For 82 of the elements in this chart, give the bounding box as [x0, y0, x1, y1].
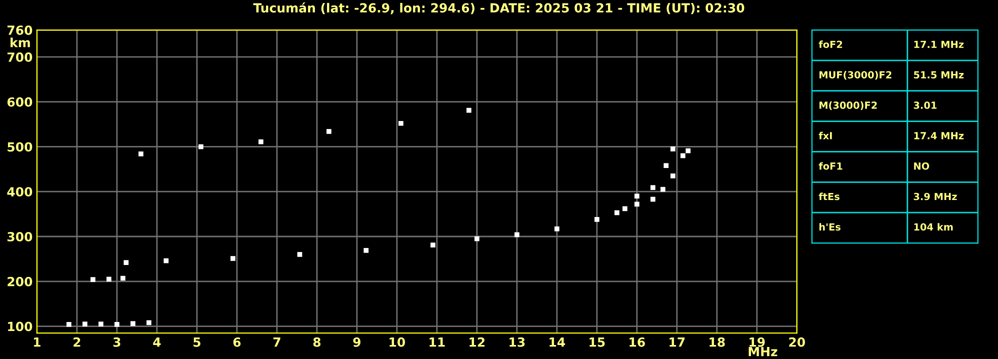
point [90, 277, 96, 282]
point [686, 148, 691, 154]
x-tick-label: 19 [750, 337, 765, 347]
point [594, 217, 600, 222]
point [164, 258, 169, 264]
point [634, 194, 640, 199]
x-tick-label: 17 [670, 338, 685, 347]
x-tick-label: 18 [710, 337, 725, 347]
point [230, 256, 236, 261]
point [130, 321, 136, 326]
x-tick-label: 5 [194, 338, 200, 347]
text: 3.01 [914, 102, 937, 109]
x-axis-title: MHz [748, 347, 778, 356]
point [650, 185, 656, 190]
x-tick-label: 6 [233, 337, 241, 347]
category-label: fxI [818, 132, 832, 140]
category-label: M(3000)F2 [820, 101, 877, 110]
point [466, 108, 472, 113]
point [198, 144, 204, 150]
x-tick-label: 7 [273, 338, 280, 347]
x-tick-label: 10 [390, 337, 406, 347]
point [364, 248, 369, 253]
point [146, 320, 152, 326]
y-tick-label: 500 [8, 142, 32, 152]
point [622, 206, 628, 212]
point [398, 120, 404, 126]
x-tick-label: 9 [353, 337, 360, 347]
point [650, 196, 656, 202]
text: 3.9 MHz [914, 192, 957, 200]
category-label: h'Es [819, 223, 840, 231]
category-label: MUF(3000)F2 [820, 70, 892, 80]
y-tick-label: 700 [8, 52, 32, 62]
point [98, 322, 104, 326]
x-tick-label: 4 [153, 338, 161, 347]
point [474, 236, 480, 242]
x-tick-label: 20 [789, 337, 806, 347]
category-label: ftEs [818, 192, 840, 200]
point [297, 252, 302, 257]
x-tick-label: 3 [113, 337, 120, 347]
point [670, 173, 676, 178]
y-tick-label: 300 [8, 232, 32, 242]
text: 51.5 MHz [914, 71, 964, 78]
point [664, 163, 669, 168]
text: 17.1 MHz [914, 40, 964, 48]
y-tick-label: 760 [8, 25, 32, 35]
x-tick-label: 16 [630, 337, 645, 347]
point [554, 226, 560, 232]
point [430, 242, 436, 248]
text: 17.4 MHz [914, 132, 964, 140]
point [114, 322, 120, 327]
y-tick-label: 400 [7, 187, 32, 197]
point [66, 322, 72, 327]
point [680, 153, 686, 158]
category-label: foF2 [818, 40, 842, 48]
point [634, 202, 640, 207]
y-tick-label: 100 [8, 322, 32, 332]
point [614, 210, 620, 216]
point [258, 139, 264, 144]
x-tick-label: 1 [34, 338, 40, 347]
x-tick-label: 2 [74, 337, 80, 347]
point [106, 276, 112, 282]
text: 104 km [914, 223, 953, 231]
point [660, 186, 666, 192]
y-axis-title: km [10, 38, 30, 48]
point [514, 232, 520, 238]
y-tick-label: 600 [7, 97, 32, 107]
point [124, 260, 129, 265]
point [138, 151, 144, 156]
point [326, 129, 332, 134]
x-tick-label: 11 [430, 338, 445, 347]
x-tick-label: 12 [470, 337, 485, 347]
x-tick-label: 13 [510, 337, 525, 347]
text: NO [914, 162, 930, 170]
y-tick-label: 200 [8, 276, 32, 286]
category-label: foF1 [818, 162, 842, 170]
point [82, 322, 88, 326]
x-tick-label: 15 [590, 338, 605, 347]
point [670, 146, 676, 152]
x-tick-label: 8 [313, 337, 320, 347]
x-tick-label: 14 [550, 338, 566, 347]
chart-title: Tucumán (lat: -26.9, lon: 294.6) - DATE: 2025 03 21 - TIME (UT): 02:30 [253, 2, 744, 14]
point [120, 276, 126, 281]
